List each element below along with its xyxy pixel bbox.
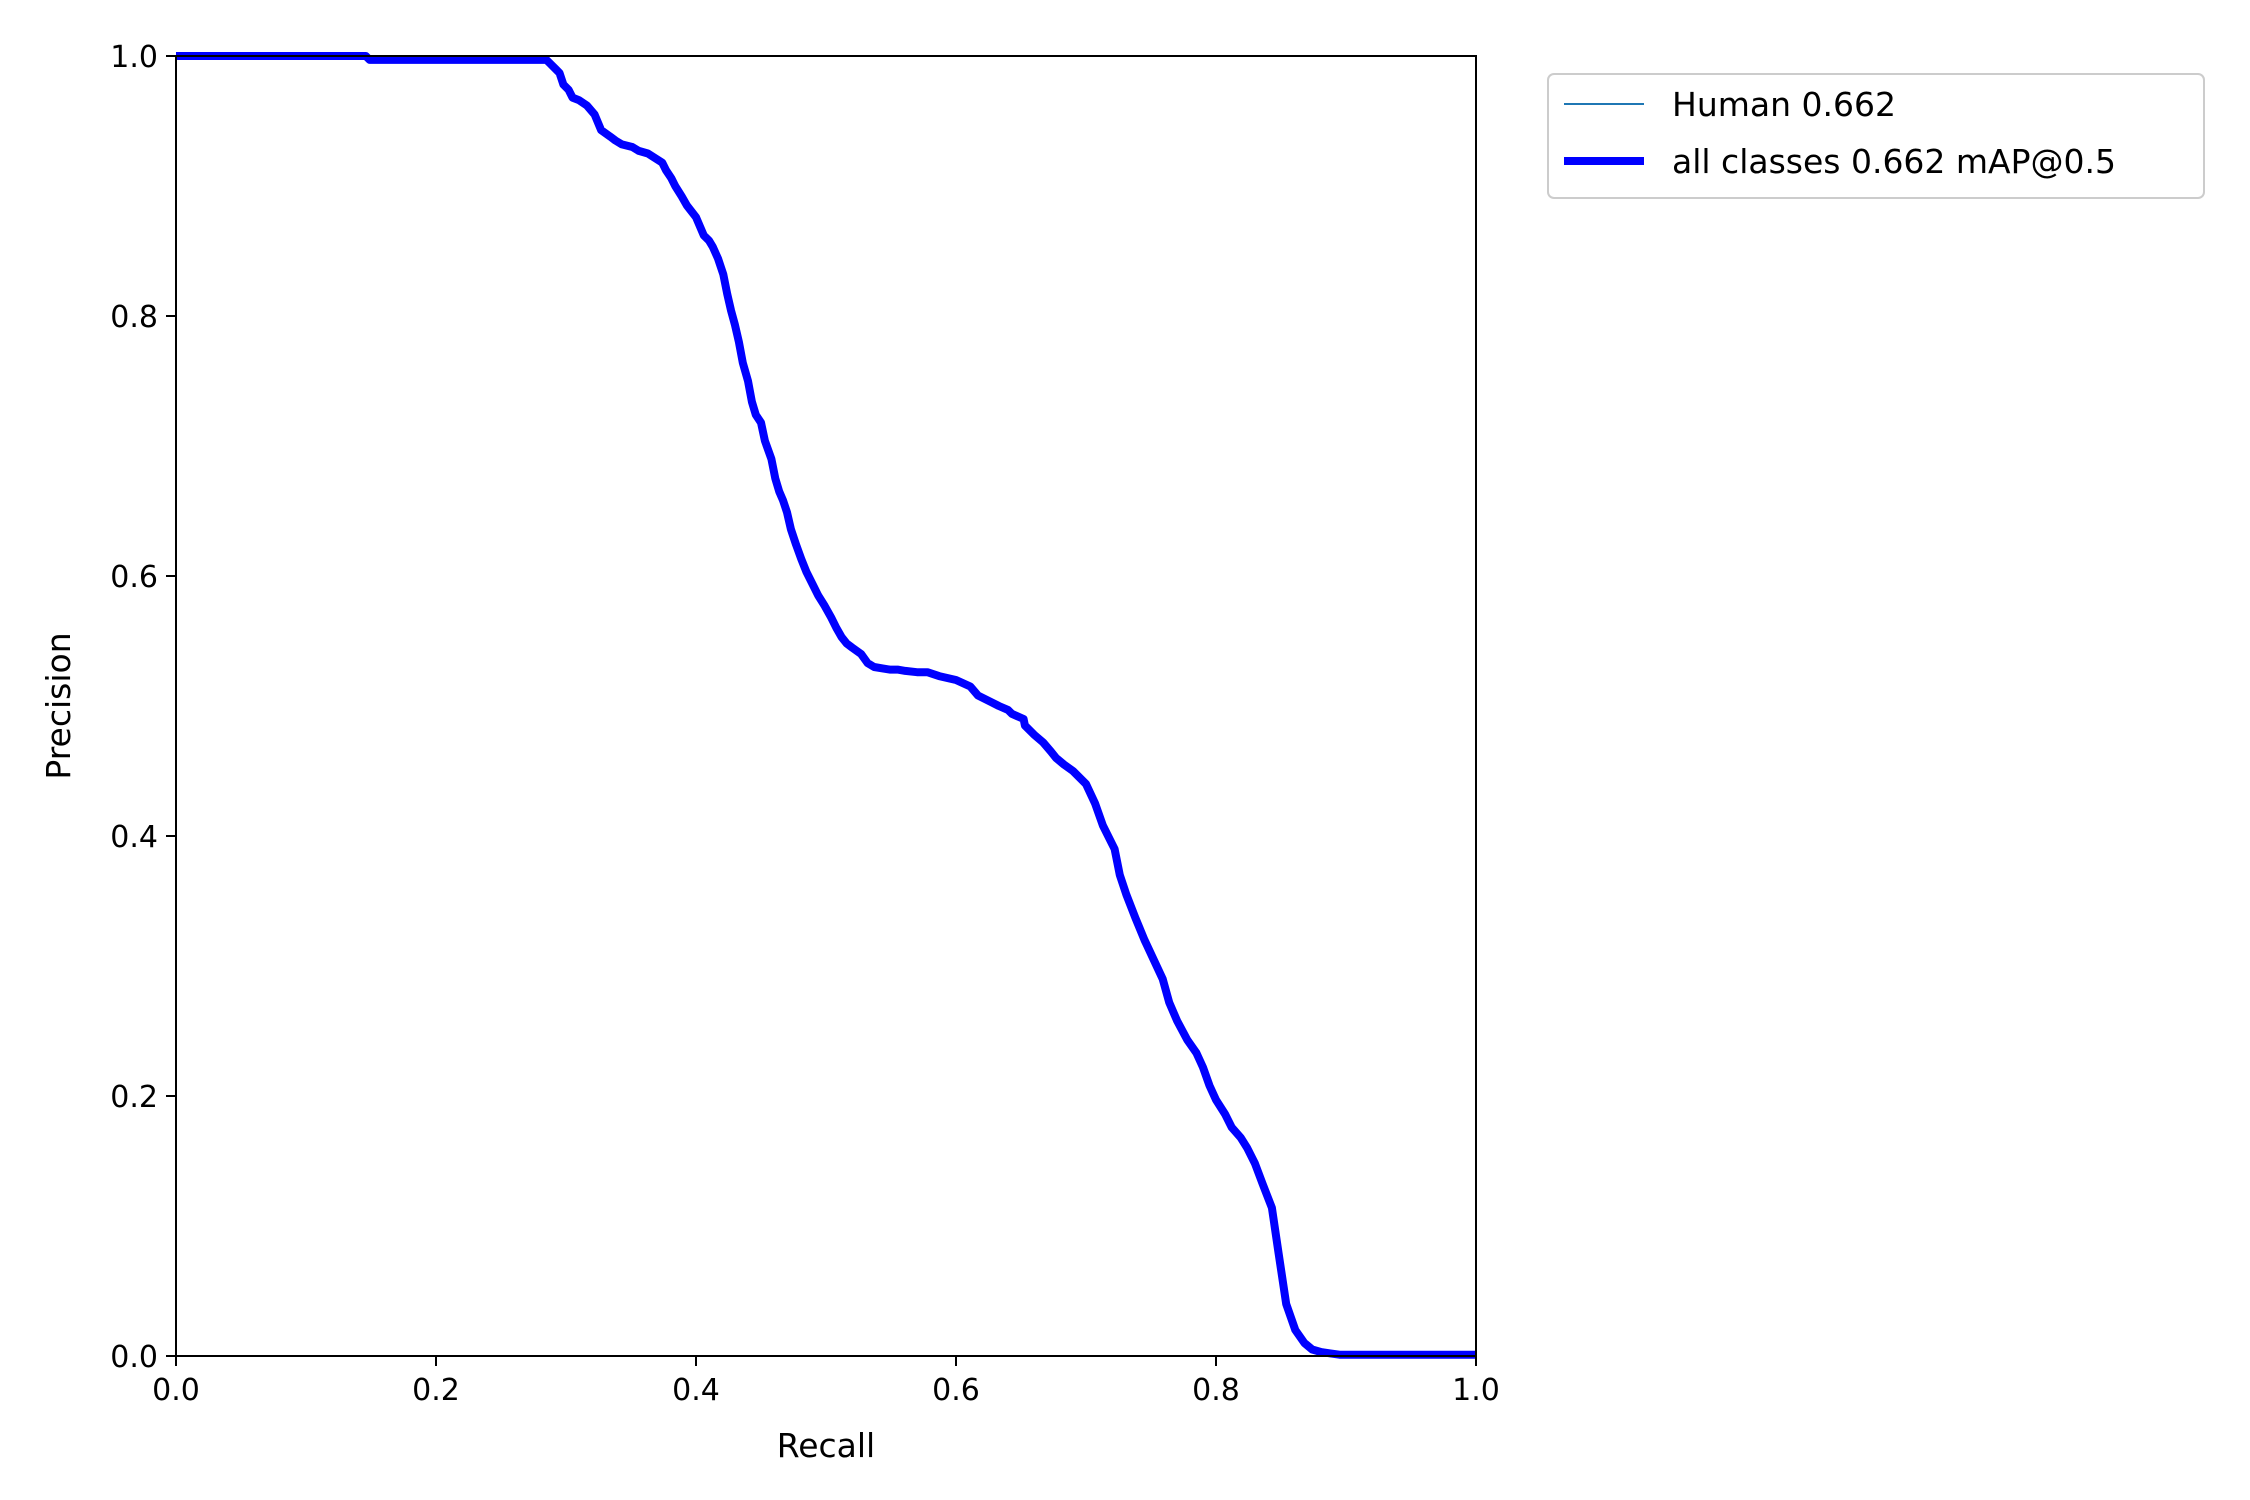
legend-label-0: Human 0.662 bbox=[1672, 85, 1896, 124]
y-tick-label: 0.8 bbox=[110, 300, 158, 335]
y-tick-label: 1.0 bbox=[110, 40, 158, 75]
x-axis-ticks: 0.0 0.2 0.4 0.6 0.8 1.0 bbox=[152, 1356, 1500, 1408]
x-tick-label: 0.8 bbox=[1192, 1373, 1240, 1408]
x-tick-label: 0.2 bbox=[412, 1373, 460, 1408]
y-tick-label: 0.0 bbox=[110, 1340, 158, 1375]
y-tick-label: 0.6 bbox=[110, 560, 158, 595]
y-axis-ticks: 0.0 0.2 0.4 0.6 0.8 1.0 bbox=[110, 40, 176, 1375]
series-line-1 bbox=[176, 52, 1476, 1359]
y-tick-label: 0.4 bbox=[110, 820, 158, 855]
x-tick-label: 0.0 bbox=[152, 1373, 200, 1408]
x-axis-title: Recall bbox=[777, 1426, 875, 1465]
legend: Human 0.662 all classes 0.662 mAP@0.5 bbox=[1547, 73, 2205, 199]
x-tick-label: 0.4 bbox=[672, 1373, 720, 1408]
y-tick-label: 0.2 bbox=[110, 1080, 158, 1115]
x-tick-label: 1.0 bbox=[1452, 1373, 1500, 1408]
x-tick-label: 0.6 bbox=[932, 1373, 980, 1408]
series-layer bbox=[176, 52, 1476, 1359]
legend-box bbox=[1547, 73, 2205, 199]
plot-area bbox=[176, 56, 1476, 1356]
y-axis-title: Precision bbox=[39, 632, 78, 779]
plot-background bbox=[176, 56, 1476, 1356]
plot-frame bbox=[175, 55, 1477, 1357]
legend-label-1: all classes 0.662 mAP@0.5 bbox=[1672, 142, 2116, 181]
